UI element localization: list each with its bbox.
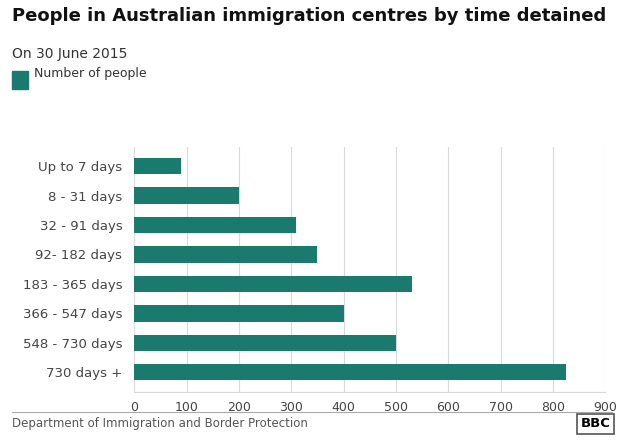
Text: People in Australian immigration centres by time detained: People in Australian immigration centres… [12,7,607,24]
Text: On 30 June 2015: On 30 June 2015 [12,47,128,61]
Text: BBC: BBC [580,417,610,430]
Bar [134,187,239,204]
Bar [134,217,296,233]
Bar [134,364,566,380]
Text: Department of Immigration and Border Protection: Department of Immigration and Border Pro… [12,417,308,430]
Bar [134,305,344,322]
Text: Number of people: Number of people [34,67,147,80]
Bar [134,276,412,292]
Bar [134,335,396,351]
Bar [134,158,181,174]
Bar [134,247,318,263]
